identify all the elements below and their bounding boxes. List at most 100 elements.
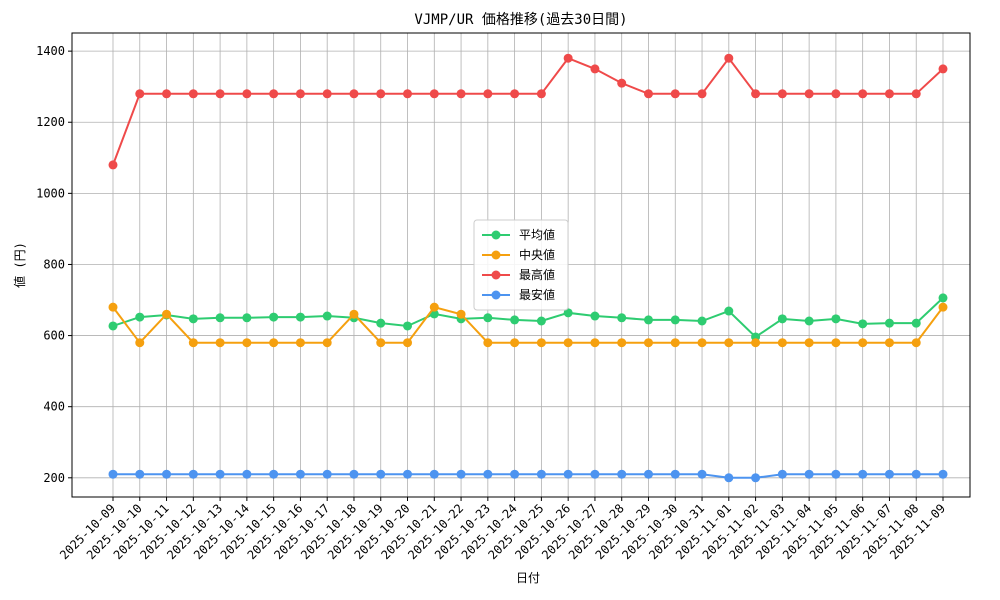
data-point — [510, 338, 520, 348]
data-point — [295, 89, 305, 99]
data-point — [751, 89, 761, 99]
data-point — [403, 469, 413, 479]
data-point — [884, 469, 894, 479]
plot-frame — [71, 32, 971, 498]
data-point — [162, 309, 172, 319]
data-point — [483, 338, 493, 348]
data-point — [617, 469, 627, 479]
data-point — [590, 469, 600, 479]
data-point — [376, 89, 386, 99]
legend-label: 最高値 — [519, 267, 555, 282]
data-point — [349, 89, 359, 99]
data-point — [563, 338, 573, 348]
data-point — [643, 338, 653, 348]
x-axis-label: 日付 — [516, 571, 540, 585]
data-point — [911, 338, 921, 348]
data-point — [884, 318, 894, 328]
data-point — [751, 473, 761, 483]
data-point — [590, 64, 600, 74]
data-point — [108, 160, 118, 170]
data-point — [697, 316, 707, 326]
data-point — [295, 469, 305, 479]
data-point — [108, 302, 118, 312]
data-point — [429, 469, 439, 479]
data-point — [162, 89, 172, 99]
data-point — [215, 469, 225, 479]
data-point — [563, 308, 573, 318]
data-point — [724, 338, 734, 348]
data-point — [322, 469, 332, 479]
data-point — [858, 319, 868, 329]
data-point — [135, 338, 145, 348]
data-point — [777, 469, 787, 479]
data-point — [456, 89, 466, 99]
y-tick-label: 1200 — [36, 115, 65, 129]
data-point — [751, 338, 761, 348]
data-point — [135, 89, 145, 99]
legend-box — [473, 219, 569, 311]
data-point — [643, 315, 653, 325]
data-point — [188, 314, 198, 324]
data-point — [188, 469, 198, 479]
data-point — [697, 338, 707, 348]
data-point — [643, 89, 653, 99]
data-point — [269, 89, 279, 99]
data-point — [724, 473, 734, 483]
data-point — [536, 89, 546, 99]
data-point — [911, 469, 921, 479]
data-point — [295, 338, 305, 348]
data-point — [322, 338, 332, 348]
legend-label: 平均値 — [519, 227, 555, 242]
data-point — [938, 293, 948, 303]
data-point — [162, 469, 172, 479]
data-point — [242, 313, 252, 323]
data-point — [831, 338, 841, 348]
data-point — [697, 469, 707, 479]
data-point — [938, 302, 948, 312]
data-point — [831, 469, 841, 479]
y-tick-label: 600 — [43, 329, 65, 343]
data-point — [858, 469, 868, 479]
data-point — [724, 53, 734, 63]
data-point — [269, 338, 279, 348]
data-point — [510, 469, 520, 479]
data-point — [429, 302, 439, 312]
data-point — [777, 89, 787, 99]
data-point — [804, 338, 814, 348]
y-tick-label: 1000 — [36, 186, 65, 200]
data-point — [403, 89, 413, 99]
data-point — [670, 315, 680, 325]
data-point — [215, 338, 225, 348]
data-point — [215, 313, 225, 323]
series-line — [112, 305, 944, 345]
y-tick-label: 800 — [43, 257, 65, 271]
data-point — [108, 469, 118, 479]
data-point — [617, 78, 627, 88]
data-point — [911, 89, 921, 99]
data-point — [135, 469, 145, 479]
y-tick-label: 200 — [43, 471, 65, 485]
data-point — [456, 469, 466, 479]
data-point — [590, 338, 600, 348]
data-point — [376, 338, 386, 348]
data-point — [483, 89, 493, 99]
data-point — [617, 313, 627, 323]
data-point — [724, 306, 734, 316]
data-point — [376, 318, 386, 328]
data-point — [536, 338, 546, 348]
data-point — [242, 338, 252, 348]
data-point — [590, 311, 600, 321]
y-axis-label: 値 (円) — [12, 242, 27, 288]
data-point — [563, 53, 573, 63]
data-point — [536, 469, 546, 479]
data-point — [804, 316, 814, 326]
data-point — [884, 89, 894, 99]
data-point — [295, 312, 305, 322]
data-point — [403, 321, 413, 331]
data-point — [804, 469, 814, 479]
data-point — [536, 316, 546, 326]
data-point — [269, 469, 279, 479]
data-point — [188, 89, 198, 99]
data-point — [563, 469, 573, 479]
